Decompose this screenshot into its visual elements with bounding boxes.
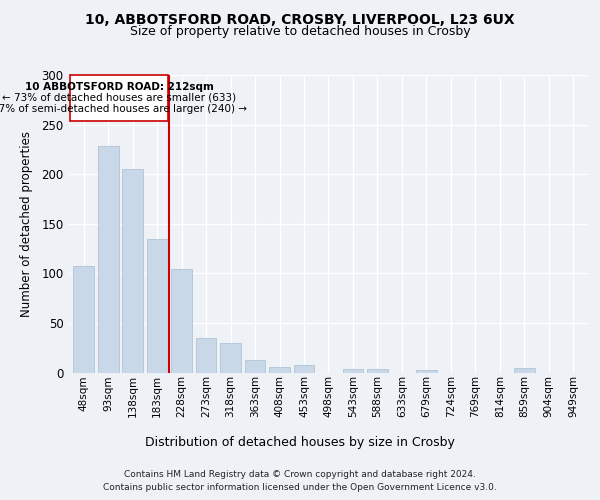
Text: Size of property relative to detached houses in Crosby: Size of property relative to detached ho… bbox=[130, 25, 470, 38]
Bar bbox=[171, 270, 192, 372]
Bar bbox=[147, 238, 167, 372]
Text: 27% of semi-detached houses are larger (240) →: 27% of semi-detached houses are larger (… bbox=[0, 104, 247, 114]
Bar bbox=[269, 366, 290, 372]
Bar bbox=[245, 360, 265, 372]
Text: Contains HM Land Registry data © Crown copyright and database right 2024.
Contai: Contains HM Land Registry data © Crown c… bbox=[103, 470, 497, 492]
Bar bbox=[343, 368, 364, 372]
Bar bbox=[367, 368, 388, 372]
Bar bbox=[416, 370, 437, 372]
Text: ← 73% of detached houses are smaller (633): ← 73% of detached houses are smaller (63… bbox=[2, 93, 236, 103]
Text: 10 ABBOTSFORD ROAD: 212sqm: 10 ABBOTSFORD ROAD: 212sqm bbox=[25, 82, 214, 92]
Bar bbox=[220, 343, 241, 372]
Text: 10, ABBOTSFORD ROAD, CROSBY, LIVERPOOL, L23 6UX: 10, ABBOTSFORD ROAD, CROSBY, LIVERPOOL, … bbox=[85, 12, 515, 26]
Bar bbox=[98, 146, 119, 372]
Y-axis label: Number of detached properties: Number of detached properties bbox=[20, 130, 33, 317]
Bar bbox=[293, 364, 314, 372]
Text: Distribution of detached houses by size in Crosby: Distribution of detached houses by size … bbox=[145, 436, 455, 449]
Bar bbox=[122, 169, 143, 372]
FancyBboxPatch shape bbox=[70, 75, 168, 120]
Bar bbox=[73, 266, 94, 372]
Bar bbox=[196, 338, 217, 372]
Bar bbox=[514, 368, 535, 372]
